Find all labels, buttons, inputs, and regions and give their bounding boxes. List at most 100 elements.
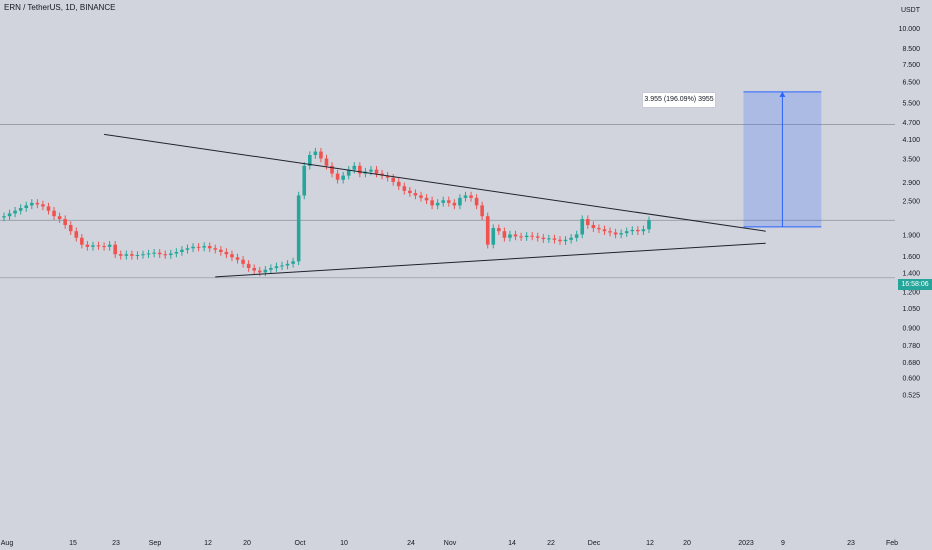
candle-body [274,266,279,269]
candle-body [636,229,640,232]
candle-body [319,151,323,159]
candle-body [196,246,201,248]
time-tick-label: 20 [683,540,691,547]
time-tick-label: 20 [243,540,251,547]
candle-body [346,169,351,176]
candle-body [113,244,117,255]
candle-body [207,246,212,249]
candle-body [591,224,596,229]
candle-body [402,186,407,191]
price-tick-label: 4.700 [902,120,920,127]
candle-body [547,238,551,240]
candle-body [441,200,446,203]
candle-body [624,231,629,234]
time-tick-label: 23 [847,540,855,547]
candle-body [341,175,345,180]
candle-body [491,228,496,245]
candle-body [91,245,95,247]
time-tick-label: 2023 [738,540,754,547]
candle-body [41,204,45,207]
candle-body [308,154,312,166]
price-tick-label: 4.100 [902,137,920,144]
candle-body [263,269,268,273]
time-tick-label: 14 [508,540,516,547]
candle-body [135,255,140,257]
candle-body [619,233,623,235]
candle-body [230,254,234,258]
candle-body [586,219,590,225]
candle-body [35,202,40,205]
candle-body [563,239,568,242]
price-tick-label: 1.200 [902,290,920,297]
candle-body [574,234,579,238]
measure-label: 3.955 (196.09%) 3955 [642,92,716,108]
candle-body [80,237,84,245]
candle-body [313,151,318,155]
candle-body [118,254,123,256]
price-tick-label: 0.680 [902,360,920,367]
candle-body [497,228,501,232]
candle-body [141,254,145,256]
candle-body [124,254,129,256]
candle-body [191,246,195,249]
candle-body [469,195,473,198]
candle-body [257,270,262,273]
candle-body [630,229,635,232]
time-tick-label: Feb [886,540,898,547]
candle-body [241,259,245,264]
price-tick-label: 1.400 [902,270,920,277]
candle-body [374,169,379,174]
candle-body [85,244,90,247]
candle-body [157,252,162,255]
candle-body [447,200,451,203]
price-tick-label: 10.000 [899,26,921,33]
candle-body [458,197,462,206]
trendline-lower [215,242,766,278]
time-tick-label: 12 [204,540,212,547]
candle-body [302,165,307,196]
candle-body [18,208,23,211]
candle-body [102,246,106,248]
time-tick-label: 24 [407,540,415,547]
candle-body [107,244,112,247]
candle-body [252,268,256,271]
candle-body [352,165,357,170]
candle-body [413,193,418,196]
candle-body [369,169,373,172]
price-tick-label: 0.900 [902,325,920,332]
candle-body [2,216,6,218]
time-tick-label: Dec [588,540,601,547]
time-tick-label: 15 [69,540,77,547]
current-price-tag: 16:58:06 [898,279,932,290]
candle-body [335,173,340,180]
price-tick-label: 0.780 [902,343,920,350]
price-tick-label: 7.500 [902,62,920,69]
candle-body [246,263,251,269]
candle-body [513,234,518,237]
candle-body [296,195,301,262]
price-tick-label: 6.500 [902,80,920,87]
candle-body [602,229,607,232]
candle-body [519,236,523,238]
candle-body [569,237,573,240]
price-tick-label: 2.900 [902,180,920,187]
candle-body [152,252,156,254]
candle-body [24,205,29,209]
candle-body [424,197,429,201]
candle-body [224,251,229,255]
candle-body [213,248,218,250]
candle-body [202,246,206,248]
candle-body [485,216,490,245]
candle-body [68,224,73,232]
candle-body [57,216,62,220]
time-tick-label: Sep [149,540,162,547]
candle-body [396,181,401,187]
candle-body [530,235,534,237]
symbol-title: ERN / TetherUS, 1D, BINANCE [4,3,116,12]
candle-body [524,235,529,238]
price-tick-label: 1.900 [902,232,920,239]
time-tick-label: 23 [112,540,120,547]
candle-body [174,251,179,254]
candle-body [330,165,334,174]
